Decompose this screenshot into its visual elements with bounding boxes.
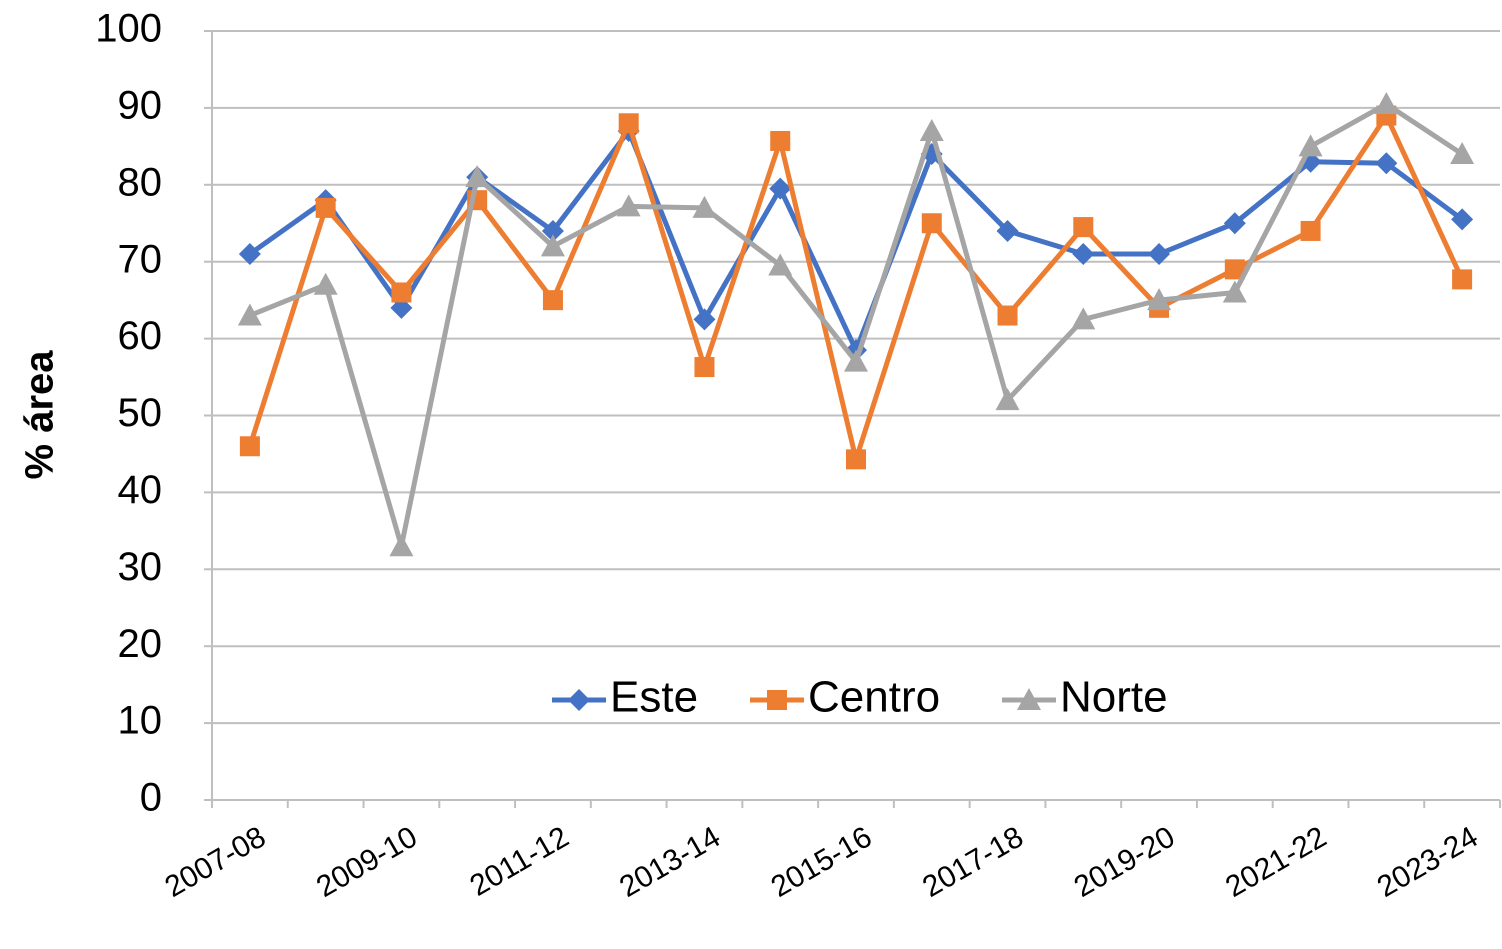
y-tick-label: 10 <box>118 699 163 743</box>
point-marker <box>238 243 261 266</box>
y-axis-label: % área <box>18 350 62 480</box>
point-marker <box>769 177 792 200</box>
y-tick-label: 80 <box>118 160 163 204</box>
x-tick-label: 2015-16 <box>766 820 878 904</box>
point-marker <box>1148 243 1171 266</box>
point-marker <box>313 272 338 295</box>
x-tick-label: 2021-22 <box>1220 820 1332 904</box>
point-marker <box>237 303 262 326</box>
legend-label: Centro <box>808 673 940 722</box>
point-marker <box>1147 288 1172 311</box>
y-tick-label: 90 <box>118 83 163 127</box>
y-tick-label: 0 <box>140 776 162 820</box>
point-marker <box>846 449 866 470</box>
series-line <box>248 128 1464 353</box>
point-marker <box>1300 220 1321 241</box>
x-tick-label: 2017-18 <box>917 820 1029 904</box>
x-tick-label: 2023-24 <box>1372 820 1484 904</box>
legend-marker <box>1017 688 1041 710</box>
point-marker <box>389 534 414 557</box>
y-tick-label: 20 <box>118 622 163 666</box>
y-tick-label: 30 <box>118 545 163 589</box>
point-marker <box>618 113 639 134</box>
x-tick-label: 2007-08 <box>159 820 271 904</box>
point-marker <box>1452 269 1473 290</box>
point-marker <box>1223 212 1246 235</box>
x-tick-label: 2009-10 <box>311 820 423 904</box>
x-tick-label: 2013-14 <box>614 820 726 904</box>
point-marker <box>1073 217 1094 238</box>
point-marker <box>995 388 1020 411</box>
point-marker <box>1072 243 1095 266</box>
point-marker <box>1374 92 1399 115</box>
x-tick-label: 2019-20 <box>1069 820 1181 904</box>
legend-label: Norte <box>1060 673 1168 722</box>
point-marker <box>921 213 942 234</box>
y-tick-label: 100 <box>95 7 162 51</box>
point-marker <box>1451 208 1474 231</box>
point-marker <box>542 290 563 311</box>
point-marker <box>770 130 791 151</box>
legend-label: Este <box>610 673 698 722</box>
point-marker <box>919 118 944 141</box>
point-marker <box>996 219 1019 242</box>
point-marker <box>694 357 715 378</box>
point-marker <box>1071 307 1096 330</box>
legend-marker <box>767 690 787 710</box>
point-marker <box>315 197 336 218</box>
x-tick-label: 2011-12 <box>464 820 574 903</box>
point-marker <box>1298 134 1323 157</box>
point-marker <box>465 165 490 188</box>
y-tick-label: 50 <box>118 391 163 435</box>
point-marker <box>768 253 793 276</box>
legend-marker <box>568 689 590 711</box>
point-marker <box>1450 142 1475 165</box>
point-marker <box>391 282 412 303</box>
point-marker <box>1224 259 1245 280</box>
point-marker <box>1375 152 1398 175</box>
point-marker <box>692 195 717 218</box>
point-marker <box>239 436 260 457</box>
series-line <box>248 101 1464 549</box>
point-marker <box>541 219 564 242</box>
point-marker <box>616 194 641 217</box>
point-marker <box>844 349 868 372</box>
y-tick-label: 70 <box>118 237 163 281</box>
y-tick-label: 60 <box>118 314 163 358</box>
point-marker <box>540 234 565 257</box>
point-marker <box>1222 280 1247 303</box>
point-marker <box>997 305 1018 326</box>
point-marker <box>693 308 716 331</box>
y-tick-label: 40 <box>118 468 163 512</box>
